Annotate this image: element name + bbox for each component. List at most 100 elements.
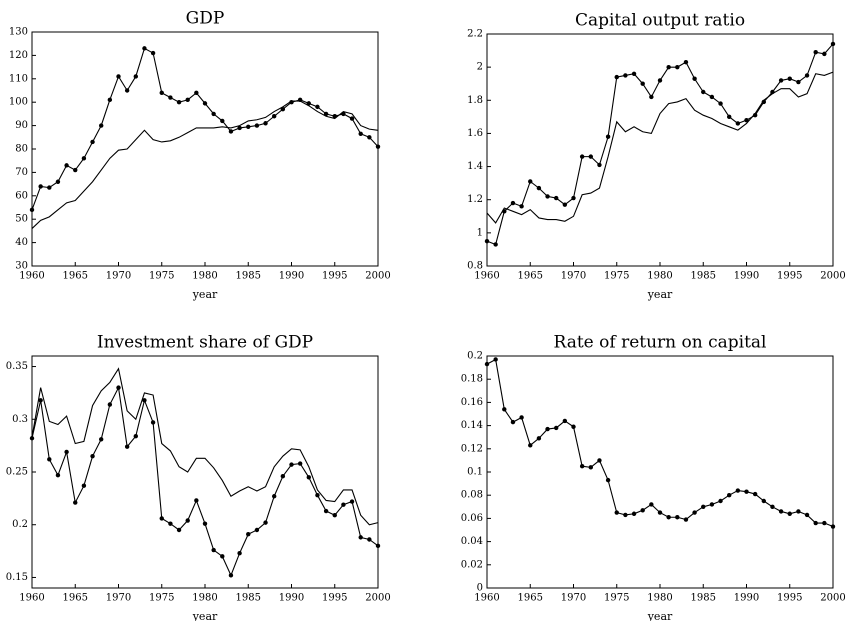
marker: [804, 512, 810, 518]
marker: [640, 81, 645, 86]
x-tick-label: 1975: [149, 271, 174, 282]
x-tick-label: 1975: [149, 593, 174, 604]
x-tick-label: 1960: [474, 271, 499, 282]
y-tick-label: 0.15: [6, 572, 28, 583]
marker: [159, 516, 164, 521]
marker: [528, 179, 533, 184]
marker: [349, 116, 355, 121]
y-tick-label: 70: [15, 167, 28, 178]
y-tick-label: 0.08: [461, 490, 483, 501]
marker: [47, 457, 52, 462]
marker: [99, 437, 104, 442]
marker: [761, 99, 766, 105]
marker: [683, 517, 689, 522]
marker: [649, 94, 654, 100]
marker: [55, 472, 61, 478]
x-tick-label: 1965: [63, 593, 88, 604]
line: [486, 358, 834, 528]
y-tick-label: 80: [15, 144, 28, 155]
marker: [744, 117, 749, 123]
marker: [510, 419, 516, 425]
line: [31, 100, 379, 229]
marker: [519, 204, 524, 209]
marker: [631, 511, 637, 516]
marker: [315, 493, 320, 498]
marker: [246, 124, 251, 129]
y-tick-label: 0.3: [12, 414, 28, 425]
y-tick-label: 0.1: [467, 467, 483, 478]
x-tick-label: 2000: [820, 593, 845, 604]
marker: [545, 426, 550, 432]
marker: [813, 50, 818, 55]
marker: [735, 488, 741, 493]
marker: [116, 385, 121, 390]
marker: [367, 135, 372, 140]
marker: [787, 511, 792, 516]
marker: [263, 121, 268, 126]
marker: [692, 76, 697, 81]
marker: [597, 162, 602, 168]
marker: [107, 97, 113, 103]
x-tick-label: 1990: [279, 271, 304, 282]
marker: [752, 491, 758, 497]
marker: [683, 59, 689, 65]
marker: [228, 129, 234, 134]
x-tick-label: 1980: [647, 271, 672, 282]
marker: [194, 90, 199, 96]
marker: [185, 97, 190, 103]
y-tick-label: 0: [477, 583, 483, 594]
marker: [55, 179, 61, 184]
y-tick-label: 0.35: [6, 361, 28, 372]
x-tick-label: 1990: [734, 593, 759, 604]
x-axis-label: year: [647, 610, 673, 621]
marker: [306, 101, 311, 106]
marker: [367, 537, 372, 542]
marker: [73, 500, 78, 505]
marker: [605, 134, 611, 139]
plot-frame: [31, 31, 379, 267]
marker: [666, 64, 671, 70]
marker: [142, 398, 147, 403]
marker: [675, 515, 680, 520]
marker: [341, 502, 346, 507]
marker: [358, 535, 363, 540]
marker: [519, 415, 524, 420]
y-tick-label: 0.16: [461, 397, 483, 408]
marker: [761, 498, 766, 504]
marker: [194, 498, 199, 503]
y-tick-label: 1: [477, 227, 483, 238]
marker: [709, 502, 715, 507]
x-tick-label: 1995: [777, 271, 802, 282]
marker: [64, 449, 69, 455]
marker: [510, 200, 516, 206]
marker: [220, 118, 225, 124]
y-tick-label: 1.4: [467, 161, 483, 172]
line: [31, 367, 379, 526]
marker: [614, 74, 619, 80]
marker: [237, 125, 242, 131]
line: [31, 385, 379, 577]
marker: [280, 474, 286, 479]
marker: [623, 512, 628, 518]
y-tick-label: 0.12: [461, 443, 483, 454]
marker: [614, 510, 619, 515]
x-tick-label: 1965: [63, 271, 88, 282]
chart-title: Investment share of GDP: [97, 333, 313, 353]
marker: [640, 508, 645, 513]
marker: [168, 95, 173, 100]
y-tick-label: 130: [9, 27, 28, 38]
x-tick-label: 1970: [106, 271, 131, 282]
marker: [73, 167, 78, 173]
x-tick-label: 2000: [820, 271, 845, 282]
marker: [571, 195, 576, 201]
marker: [770, 504, 775, 509]
marker: [735, 121, 741, 126]
marker: [272, 494, 277, 499]
y-tick-label: 0.04: [461, 536, 483, 547]
plot-frame: [31, 355, 379, 589]
marker: [99, 123, 104, 128]
x-tick-label: 1965: [518, 593, 543, 604]
x-tick-label: 1985: [236, 593, 261, 604]
marker: [263, 520, 268, 525]
